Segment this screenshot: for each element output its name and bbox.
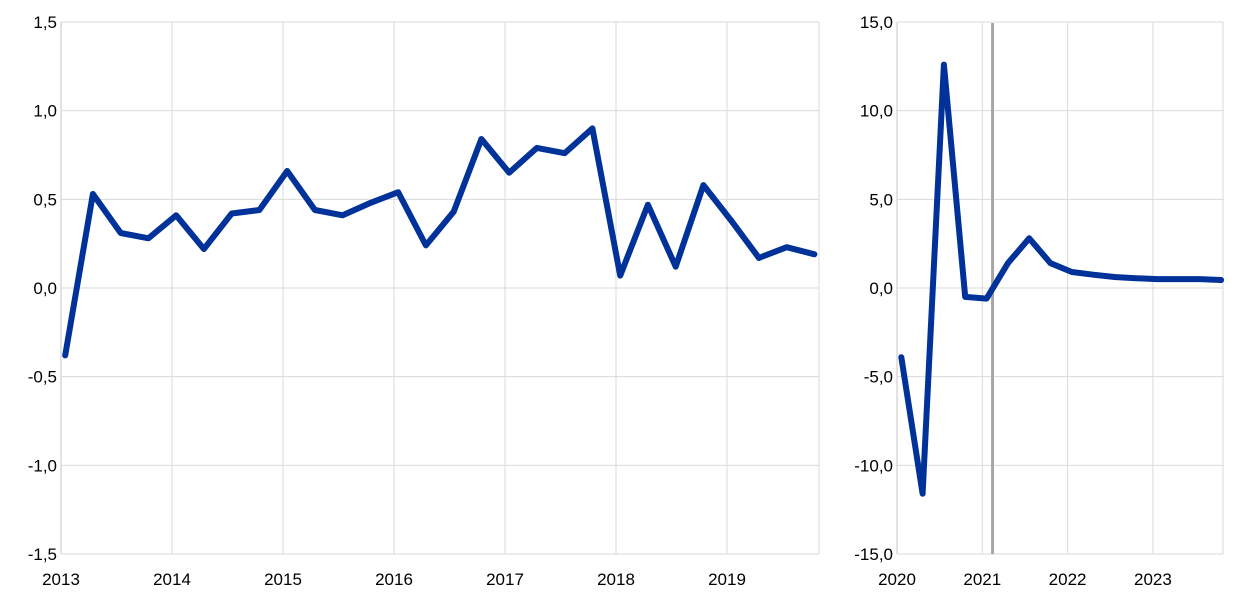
data-point	[397, 191, 399, 193]
data-point	[1135, 277, 1137, 279]
data-point	[453, 211, 455, 213]
y-tick-label: 0,0	[33, 279, 57, 298]
data-point	[964, 296, 966, 298]
data-point	[175, 214, 177, 216]
data-point	[1220, 279, 1222, 281]
y-tick-label: 0,0	[869, 279, 893, 298]
data-point	[342, 214, 344, 216]
data-point	[675, 266, 677, 268]
y-tick-label: -10,0	[854, 456, 893, 475]
data-point	[1199, 278, 1201, 280]
data-point	[536, 147, 538, 149]
data-point	[1028, 237, 1030, 239]
panel-1: -1,5 -1,0 -0,5 0,0 0,5 1,0 1,5 2013 2014 2015 2016…	[28, 13, 820, 589]
x-tick-label: 2017	[486, 570, 524, 589]
data-point	[591, 127, 593, 129]
y-tick-label: -1,0	[28, 456, 57, 475]
data-point	[231, 213, 233, 215]
x-tick-label: 2021	[963, 570, 1001, 589]
series-line	[898, 61, 1225, 497]
data-point	[900, 356, 902, 358]
x-tick-label: 2014	[153, 570, 191, 589]
data-point	[258, 209, 260, 211]
series-line	[62, 125, 818, 359]
data-point	[1050, 262, 1052, 264]
y-tick-label: -15,0	[854, 545, 893, 564]
data-point	[702, 184, 704, 186]
data-point	[64, 354, 66, 356]
data-point	[120, 232, 122, 234]
y-tick-label: 0,5	[33, 190, 57, 209]
y-tick-label: 15,0	[860, 13, 893, 32]
data-point	[1177, 278, 1179, 280]
data-point	[758, 257, 760, 259]
data-point	[1156, 278, 1158, 280]
data-point	[564, 152, 566, 154]
y-tick-label: -0,5	[28, 368, 57, 387]
data-point	[425, 244, 427, 246]
data-point	[943, 64, 945, 66]
data-point	[1071, 271, 1073, 273]
y-tick-label: 1,5	[33, 13, 57, 32]
panel-2: -15,0 -10,0 -5,0 0,0 5,0 10,0 15,0 2020 2021 2022…	[854, 13, 1225, 589]
data-point	[986, 298, 988, 300]
data-point	[786, 246, 788, 248]
x-tick-label: 2018	[597, 570, 635, 589]
x-tick-label: 2016	[375, 570, 413, 589]
data-point	[203, 248, 205, 250]
data-point	[619, 275, 621, 277]
data-point	[480, 138, 482, 140]
data-point	[314, 209, 316, 211]
y-tick-label: 5,0	[869, 190, 893, 209]
y-tick-label: 1,0	[33, 102, 57, 121]
data-point	[1114, 276, 1116, 278]
data-point	[92, 193, 94, 195]
y-tick-label: 10,0	[860, 102, 893, 121]
y-tick-label: -1,5	[28, 545, 57, 564]
x-tick-label: 2013	[42, 570, 80, 589]
data-point	[922, 493, 924, 495]
data-point	[369, 202, 371, 204]
data-point	[730, 220, 732, 222]
data-point	[508, 172, 510, 174]
x-tick-label: 2015	[264, 570, 302, 589]
x-tick-label: 2023	[1134, 570, 1172, 589]
data-point	[1007, 262, 1009, 264]
x-tick-label: 2020	[878, 570, 916, 589]
y-tick-label: -5,0	[864, 368, 893, 387]
data-point	[647, 204, 649, 206]
data-point	[286, 170, 288, 172]
data-point	[1092, 274, 1094, 276]
x-tick-label: 2019	[708, 570, 746, 589]
data-point	[813, 253, 815, 255]
x-tick-label: 2022	[1049, 570, 1087, 589]
data-point	[147, 237, 149, 239]
